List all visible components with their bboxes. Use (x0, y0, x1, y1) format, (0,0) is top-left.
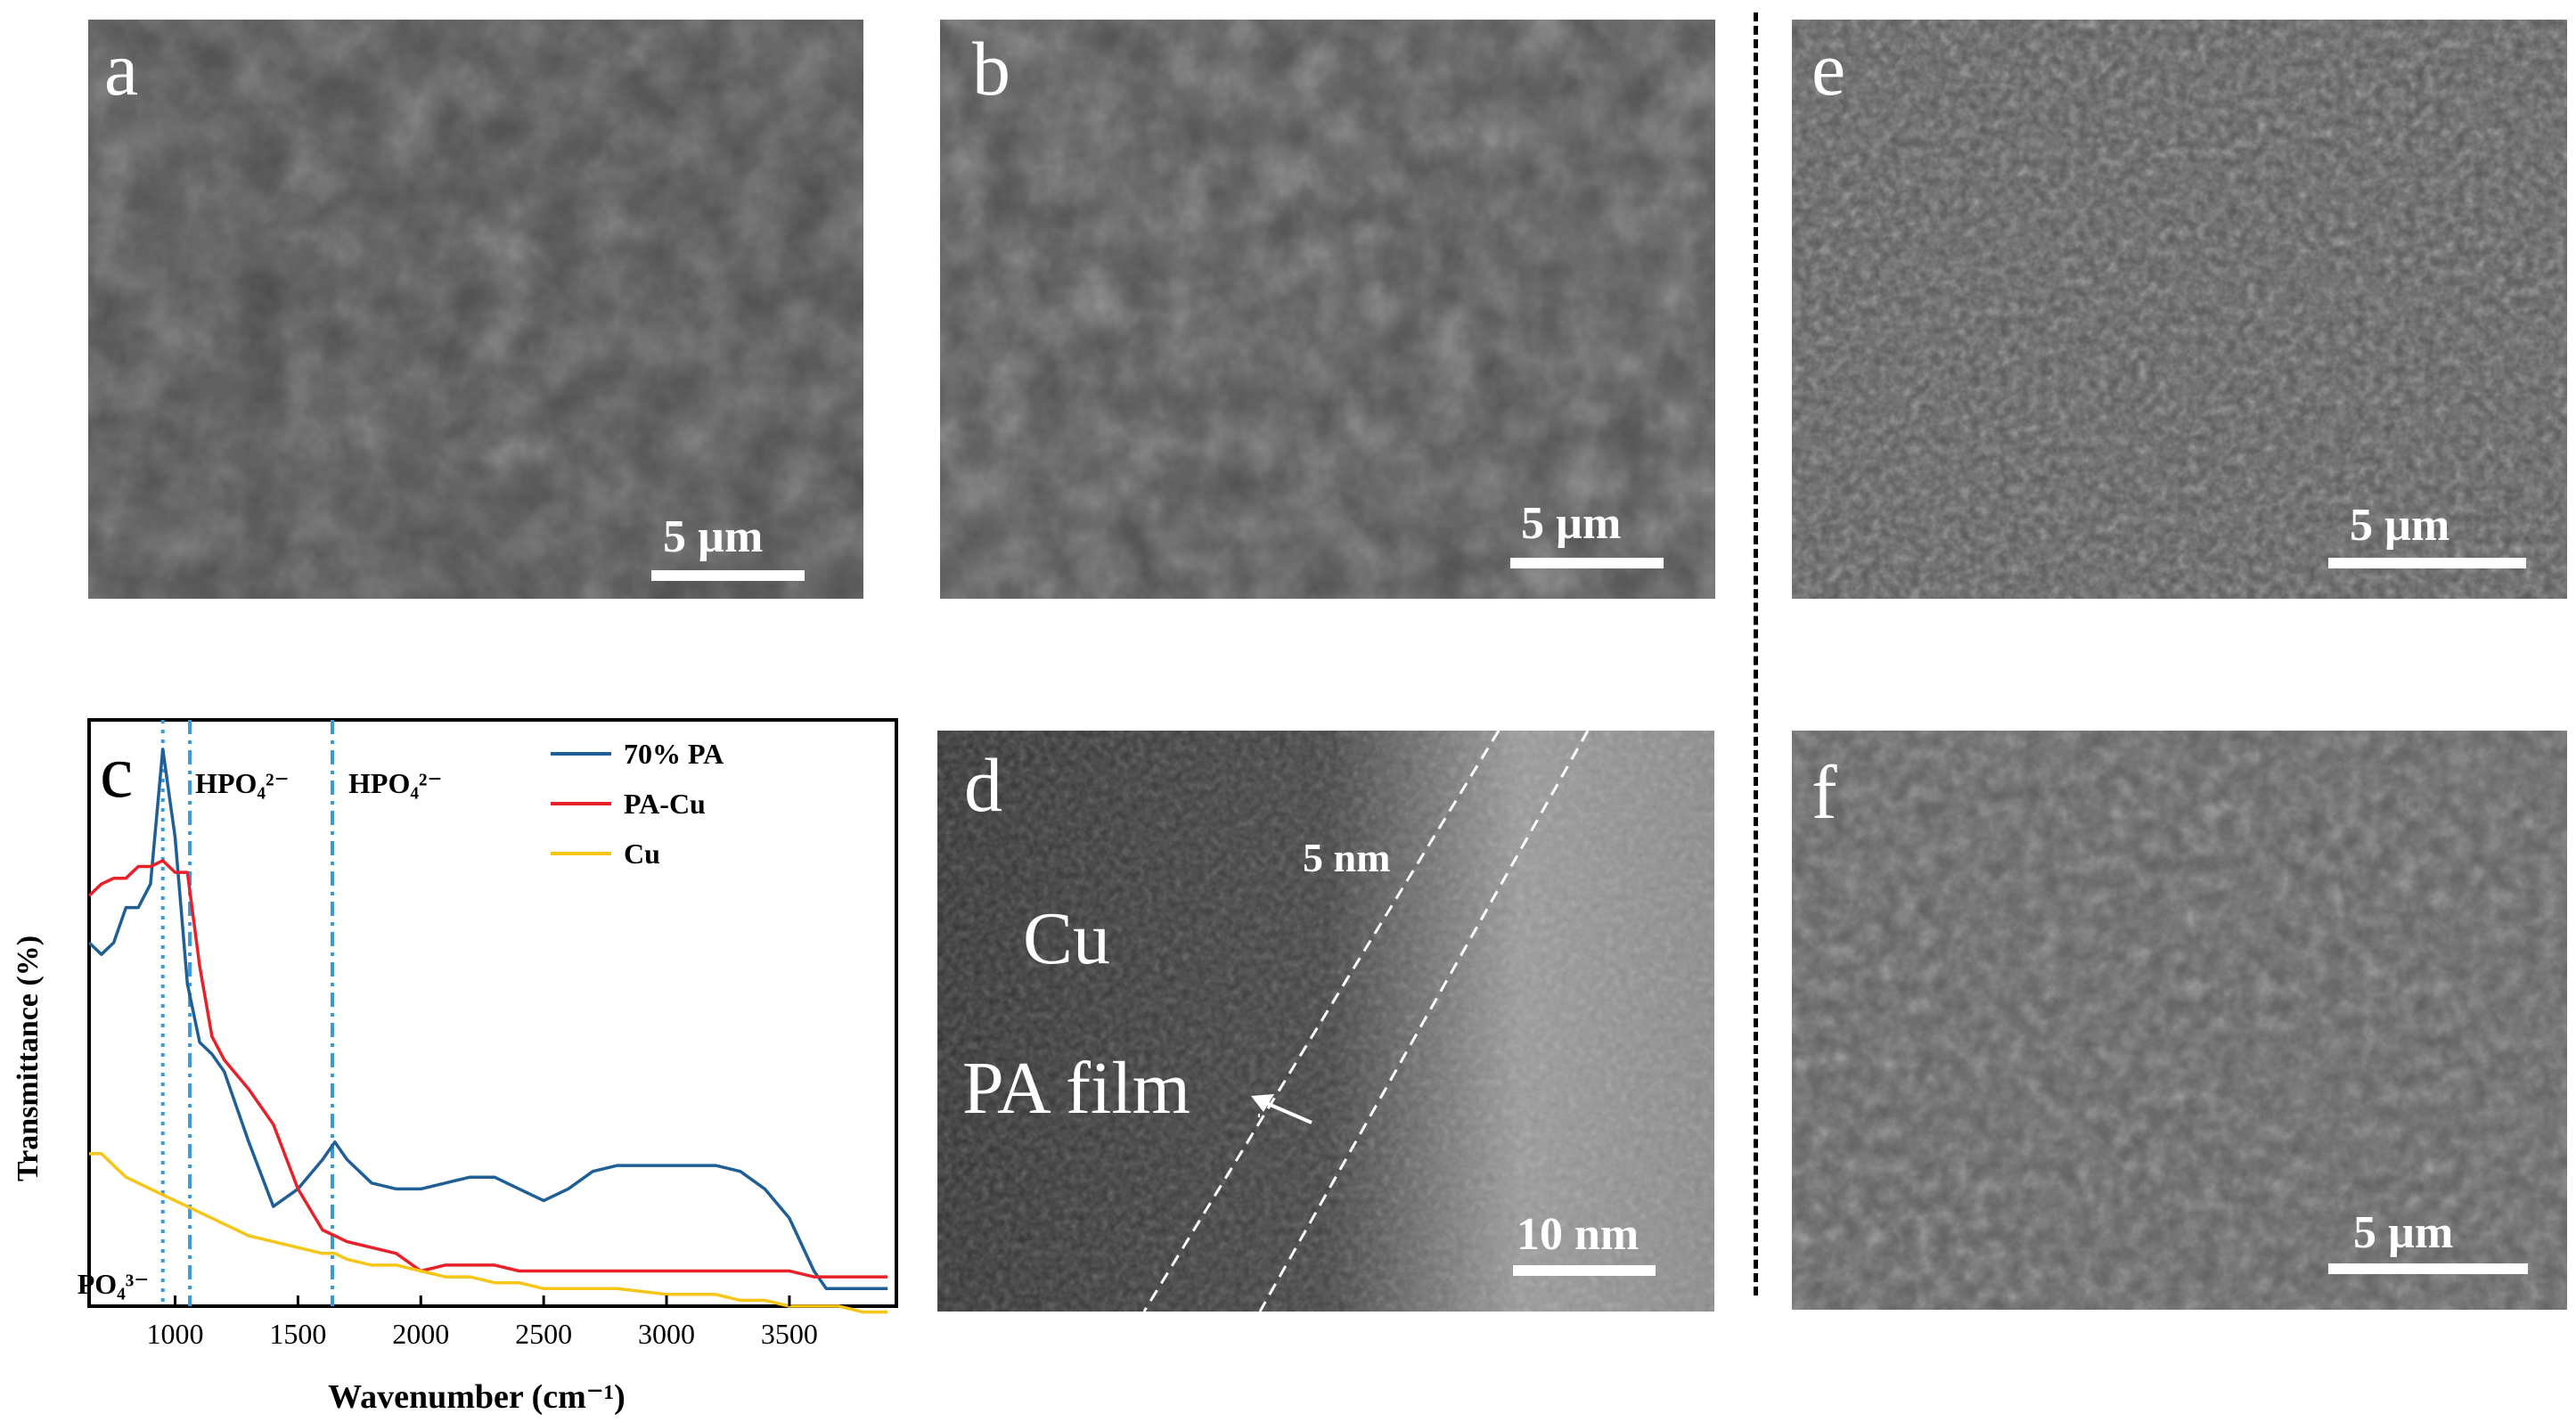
scale-bar-text: 5 µm (663, 511, 764, 562)
series-lines (87, 748, 888, 1314)
panel-b-sem-image: b 5 µm (940, 20, 1715, 599)
panel-label: d (964, 742, 1002, 828)
panel-a-sem-image: a 5 µm (88, 20, 863, 599)
legend: 70% PA PA-Cu Cu (551, 738, 724, 870)
dash-dot-divider (1754, 12, 1758, 1295)
sem-texture (1792, 731, 2567, 1310)
panel-label: b (972, 26, 1010, 111)
reference-line-label: HPO₄²⁻ (348, 767, 442, 799)
annotation-film-thickness: 5 nm (1303, 835, 1391, 880)
x-tick-label: 3500 (761, 1318, 818, 1350)
x-tick-label: 3000 (638, 1318, 695, 1350)
x-tick-label: 1000 (147, 1318, 204, 1350)
sem-texture (88, 20, 863, 599)
x-axis-ticks: 1000 1500 2000 2500 3000 3500 (147, 1295, 818, 1350)
panel-label: c (100, 731, 133, 813)
panel-label: f (1811, 749, 1837, 835)
arrow-head (1251, 1094, 1274, 1112)
scale-bar (2328, 558, 2526, 568)
x-tick-label: 2500 (515, 1318, 572, 1350)
panel-d-tem-image: d Cu PA film 5 nm 10 nm (937, 731, 1714, 1312)
scale-bar (2328, 1263, 2528, 1274)
legend-label: PA-Cu (624, 788, 706, 820)
plot-frame (87, 718, 898, 1308)
scale-bar (651, 570, 805, 581)
annotation-pa-film: PA film (962, 1047, 1191, 1130)
x-axis-label: Wavenumber (cm⁻¹) (328, 1378, 626, 1416)
annotation-cu: Cu (1023, 897, 1111, 980)
scale-bar-text: 10 nm (1517, 1209, 1640, 1260)
series-line (89, 1152, 888, 1314)
scale-bar-text: 5 µm (2353, 1207, 2454, 1258)
scale-bar (1510, 558, 1664, 568)
series-line (87, 748, 888, 1291)
ftir-chart: PO₄³⁻ HPO₄²⁻ HPO₄²⁻ 1000 1500 2000 2500 3000 35… (12, 718, 898, 1416)
x-tick-label: 2000 (392, 1318, 449, 1350)
panel-f-sem-image: f 5 µm (1792, 731, 2567, 1310)
panel-e-sem-image: e 5 µm (1792, 20, 2567, 599)
reference-line-label: HPO₄²⁻ (195, 767, 289, 799)
reference-line-label: PO₄³⁻ (78, 1268, 150, 1300)
plot-border (87, 718, 898, 1308)
arrow-line (1259, 1099, 1313, 1124)
x-tick-label: 1500 (269, 1318, 326, 1350)
sem-texture (1792, 20, 2567, 599)
panel-label: a (104, 26, 139, 111)
scale-bar-text: 5 µm (2350, 500, 2450, 551)
panel-label: e (1811, 26, 1846, 111)
scale-bar (1513, 1265, 1656, 1276)
series-line (87, 859, 888, 1279)
sem-texture (940, 20, 1715, 599)
tem-texture (937, 731, 1714, 1312)
film-boundary-lines (1142, 731, 1590, 1312)
legend-label: 70% PA (624, 738, 724, 770)
scale-bar-text: 5 µm (1521, 498, 1622, 549)
y-axis-label: Transmittance (%) (12, 936, 45, 1181)
legend-label: Cu (624, 838, 660, 870)
